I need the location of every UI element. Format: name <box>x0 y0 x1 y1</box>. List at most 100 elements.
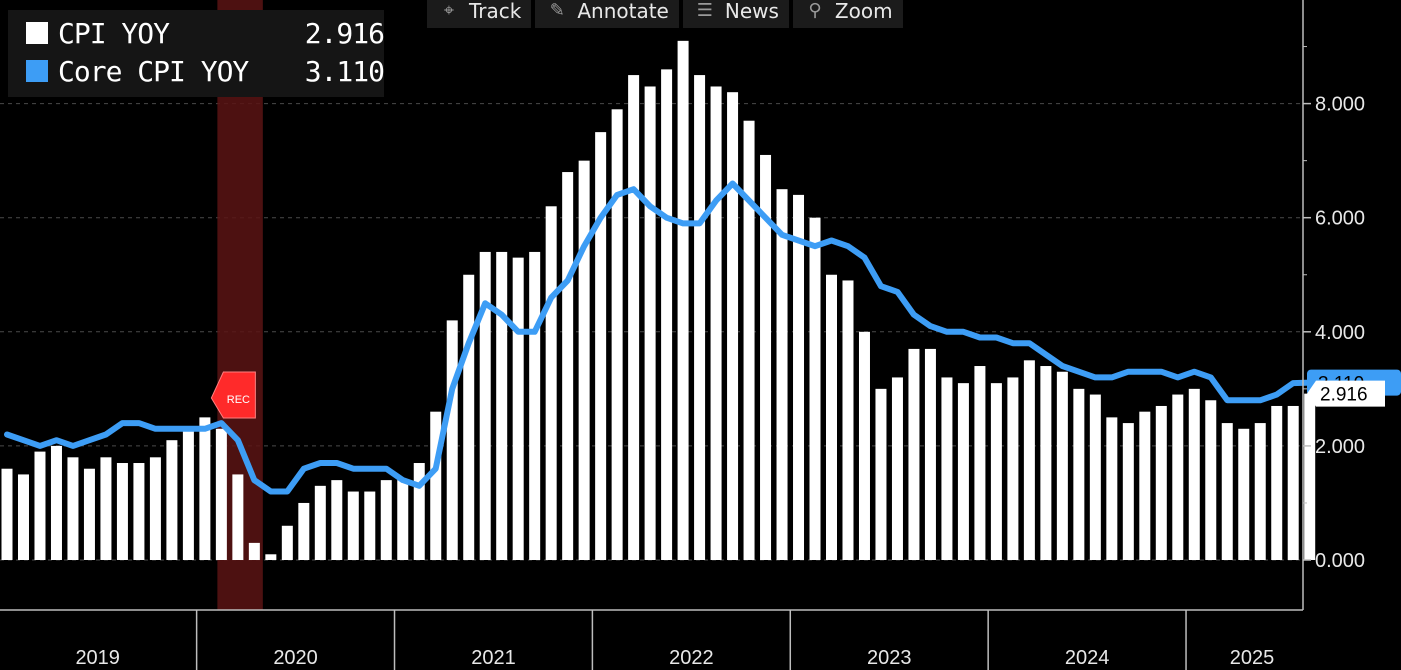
cpi-bar <box>1188 388 1200 560</box>
cpi-bar <box>149 457 161 560</box>
cpi-bar <box>842 280 854 560</box>
legend-item-cpi[interactable]: CPI YOY 2.916 <box>26 14 385 52</box>
chart-toolbar: ⌖ Track ✎ Annotate ☰ News ⚲ Zoom <box>427 0 903 28</box>
cpi-legend-name: CPI YOY <box>58 16 170 50</box>
cpi-bar <box>1238 428 1250 560</box>
cpi-bar <box>710 86 722 561</box>
cpi-bar <box>50 445 62 560</box>
crosshair-icon: ⌖ <box>443 0 455 21</box>
cpi-bar <box>331 480 343 560</box>
pencil-icon: ✎ <box>549 0 565 21</box>
cpi-bar <box>17 474 29 560</box>
legend: CPI YOY 2.916 Core CPI YOY 3.110 <box>8 10 385 97</box>
cpi-swatch <box>26 22 48 44</box>
cpi-bar <box>776 189 788 561</box>
cpi-bar <box>281 525 293 560</box>
y-axis-ticks: 0.000 2.000 4.000 6.000 8.000 <box>1303 46 1365 572</box>
cpi-bar <box>512 257 524 560</box>
zoom-button[interactable]: ⚲ Zoom <box>792 0 903 28</box>
cpi-bar <box>1271 405 1283 560</box>
cpi-bar <box>644 86 656 561</box>
cpi-bar <box>941 377 953 560</box>
cpi-bar <box>1304 393 1316 560</box>
cpi-bar <box>1089 394 1101 560</box>
news-icon: ☰ <box>696 0 713 21</box>
cpi-last-value: 2.916 <box>1320 385 1368 406</box>
y-tick-label: 8.000 <box>1315 94 1365 116</box>
annotate-label: Annotate <box>577 0 669 23</box>
cpi-bar <box>826 274 837 560</box>
cpi-bar <box>1122 423 1134 560</box>
cpi-bar <box>529 251 541 560</box>
cpi-bar <box>1139 411 1151 560</box>
recession-marker-shape <box>210 371 256 419</box>
cpi-bar <box>1056 371 1068 560</box>
cpi-bar <box>1007 377 1019 560</box>
cpi-bar <box>1155 405 1167 560</box>
x-tick-label: 2019 <box>75 647 120 669</box>
cpi-bar <box>908 348 920 560</box>
cpi-bar <box>661 69 673 561</box>
core-cpi-line <box>4 180 1313 495</box>
recession-marker-label: REC <box>227 394 250 406</box>
cpi-bar <box>1040 366 1052 560</box>
cpi-bar <box>248 542 260 560</box>
cpi-bar <box>727 92 739 560</box>
cpi-bar <box>974 366 986 560</box>
cpi-bar <box>347 491 359 560</box>
cpi-bar <box>413 463 425 560</box>
x-tick-label: 2025 <box>1230 647 1275 669</box>
cpi-bar <box>990 383 1002 560</box>
cpi-bar <box>891 377 903 560</box>
magnifier-icon: ⚲ <box>808 0 822 21</box>
cpi-bar <box>496 251 508 560</box>
cpi-bar <box>957 383 969 560</box>
cpi-bar <box>578 160 590 560</box>
cpi-bar <box>199 417 211 560</box>
annotate-button[interactable]: ✎ Annotate <box>535 0 679 28</box>
core-cpi-legend-value: 3.110 <box>304 54 385 88</box>
cpi-bar <box>166 440 178 560</box>
x-axis-ticks: 2019 2020 2021 2022 2023 2024 2025 <box>75 610 1274 670</box>
cpi-bar <box>677 40 689 561</box>
cpi-bar <box>1172 394 1184 560</box>
cpi-bars <box>1 40 1316 561</box>
cpi-bar <box>1106 417 1118 560</box>
x-tick-label: 2022 <box>669 647 714 669</box>
x-tick-label: 2024 <box>1065 647 1110 669</box>
cpi-bar <box>1023 360 1035 560</box>
news-button[interactable]: ☰ News <box>682 0 789 28</box>
x-tick-label: 2023 <box>867 647 912 669</box>
x-tick-label: 2020 <box>273 647 318 669</box>
cpi-bar <box>875 388 887 560</box>
cpi-bar <box>743 120 755 560</box>
last-value-tags: 3.110 2.916 <box>1307 369 1401 407</box>
cpi-bar <box>182 428 194 560</box>
zoom-label: Zoom <box>834 0 893 23</box>
cpi-bar <box>298 502 310 560</box>
cpi-bar <box>760 154 772 560</box>
cpi-bar <box>265 554 277 560</box>
cpi-bar <box>858 331 870 560</box>
recession-marker[interactable]: REC <box>210 371 256 419</box>
track-button[interactable]: ⌖ Track <box>427 0 532 28</box>
cpi-bar <box>380 480 392 560</box>
cpi-bar <box>67 457 79 560</box>
core-cpi-legend-name: Core CPI YOY <box>58 54 249 88</box>
cpi-bar <box>215 428 227 560</box>
cpi-bar <box>562 172 574 560</box>
cpi-bar <box>232 474 244 560</box>
cpi-bar <box>809 217 821 560</box>
cpi-bar <box>1221 423 1233 560</box>
x-tick-label: 2021 <box>471 647 516 669</box>
cpi-bar <box>545 206 557 561</box>
cpi-bar <box>100 457 112 560</box>
legend-item-core-cpi[interactable]: Core CPI YOY 3.110 <box>26 52 385 90</box>
cpi-bar <box>628 75 640 560</box>
cpi-bar <box>1 468 13 560</box>
y-tick-label: 0.000 <box>1315 550 1365 572</box>
news-label: News <box>724 0 779 23</box>
cpi-bar <box>116 463 128 560</box>
y-tick-label: 6.000 <box>1315 208 1365 230</box>
